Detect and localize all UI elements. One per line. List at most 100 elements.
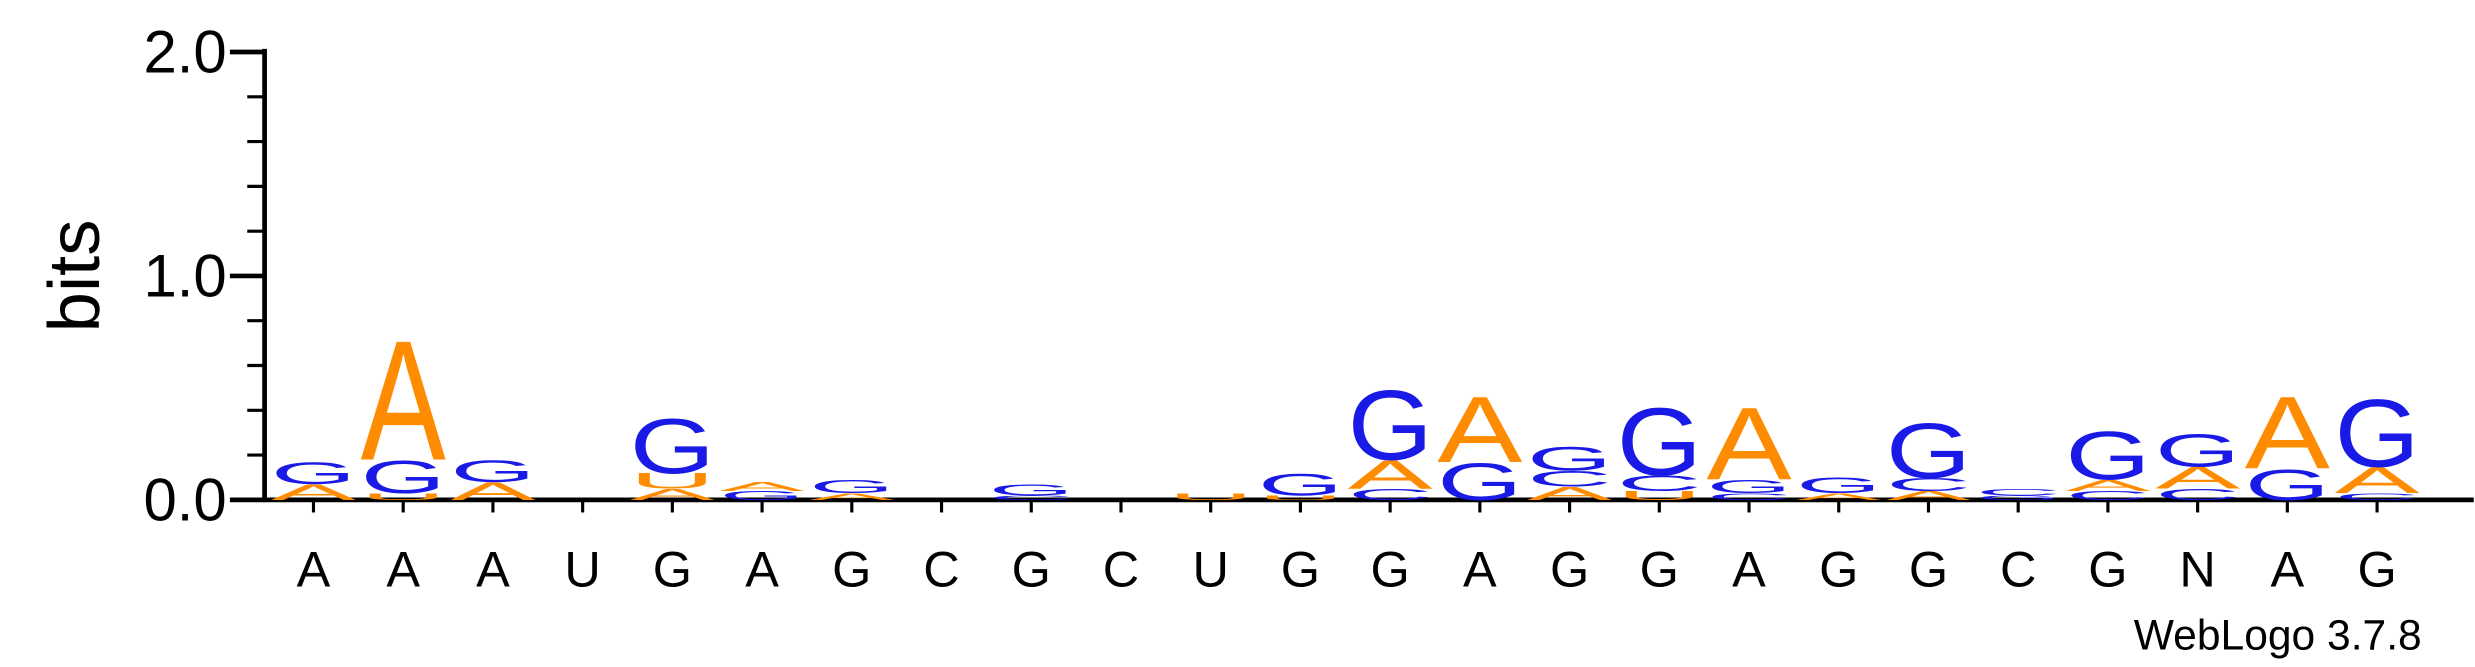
logo-letter: C bbox=[1617, 471, 1702, 495]
x-tick-label: G bbox=[653, 541, 692, 598]
x-tick-label: G bbox=[2088, 541, 2127, 598]
logo-letter: G bbox=[1796, 473, 1881, 497]
logo-letter: A bbox=[1706, 388, 1791, 502]
logo-letter: C bbox=[1527, 467, 1612, 491]
x-tick-label: A bbox=[1732, 541, 1766, 598]
logo-letter: G bbox=[1348, 370, 1433, 481]
logo-letter-group: G bbox=[1258, 467, 1343, 502]
x-tick-label: C bbox=[923, 541, 959, 598]
logo-letter-group: A bbox=[809, 491, 895, 501]
logo-letter: C bbox=[1886, 474, 1971, 495]
logo-letter-group: G bbox=[1617, 388, 1702, 496]
logo-letter: A bbox=[1348, 452, 1433, 497]
logo-letter-group: A bbox=[361, 305, 446, 496]
logo-letter: G bbox=[1258, 467, 1343, 502]
logo-letter-group: A bbox=[2335, 460, 2421, 502]
y-axis-label: bits bbox=[34, 220, 115, 333]
logo-letter-group: G bbox=[2065, 418, 2150, 495]
logo-letter-group: A bbox=[720, 480, 806, 494]
logo-letter: C bbox=[989, 494, 1074, 501]
y-tick-label: 2.0 bbox=[143, 19, 226, 86]
logo-letter-group: U bbox=[630, 469, 715, 493]
logo-letter: A bbox=[809, 491, 895, 501]
logo-letter-group: C bbox=[2155, 486, 2240, 503]
logo-letter-group: G bbox=[1527, 440, 1612, 478]
x-tick-label: A bbox=[2271, 541, 2305, 598]
x-tick-label: G bbox=[2357, 541, 2396, 598]
logo-letter-group: G bbox=[271, 456, 356, 491]
x-tick-label: G bbox=[832, 541, 871, 598]
logo-letter-group: A bbox=[1796, 491, 1882, 501]
logo-letter: A bbox=[630, 486, 715, 503]
logo-letter-group: G bbox=[1706, 476, 1791, 497]
logo-letter-group: C bbox=[1527, 467, 1612, 491]
x-tick-label: G bbox=[1819, 541, 1858, 598]
logo-letter-group: A bbox=[630, 486, 715, 503]
x-tick-label: G bbox=[1012, 541, 1051, 598]
logo-letter: G bbox=[271, 456, 356, 491]
logo-letter-group: C bbox=[989, 494, 1074, 501]
logo-letter-group: G bbox=[630, 403, 715, 490]
logo-letter-group: G bbox=[2335, 379, 2420, 487]
logo-letter: G bbox=[2335, 379, 2420, 487]
logo-letter-group: C bbox=[1348, 486, 1433, 503]
x-tick-label: G bbox=[1640, 541, 1679, 598]
x-tick-label: A bbox=[745, 541, 779, 598]
logo-letter-group: C bbox=[1617, 471, 1702, 495]
x-tick-label: C bbox=[2000, 541, 2036, 598]
logo-letter-group: G bbox=[1796, 473, 1881, 497]
logo-letter: U bbox=[630, 469, 715, 493]
logo-letter: A bbox=[2245, 377, 2330, 491]
logo-letter-group: G bbox=[2155, 424, 2240, 476]
logo-letter: A bbox=[2335, 460, 2421, 502]
logo-letter-group: C bbox=[2335, 491, 2420, 501]
logo-letter-group: A bbox=[271, 480, 356, 504]
logo-letter: G bbox=[2155, 424, 2240, 476]
logo-letter: A bbox=[450, 477, 536, 505]
logo-letter-group: G bbox=[809, 476, 894, 497]
y-tick-label: 1.0 bbox=[143, 242, 226, 309]
x-tick-label: G bbox=[1281, 541, 1320, 598]
logo-letter: U bbox=[1617, 489, 1702, 503]
logo-letter: G bbox=[361, 451, 446, 503]
logo-letter: U bbox=[1168, 491, 1253, 501]
logo-letter-group: C bbox=[1976, 487, 2061, 497]
logo-letter-group: C bbox=[1886, 474, 1971, 495]
logo-letter: G bbox=[989, 481, 1074, 498]
logo-letter-group: U bbox=[1258, 494, 1343, 501]
x-tick-label: G bbox=[1550, 541, 1589, 598]
logo-letter-group: G bbox=[720, 489, 805, 503]
logo-letter: G bbox=[630, 403, 715, 490]
logo-letter: G bbox=[720, 489, 805, 503]
x-tick-label: G bbox=[1371, 541, 1410, 598]
logo-letter-group: C bbox=[2065, 489, 2150, 503]
logo-letter-group: C bbox=[1706, 491, 1791, 501]
x-tick-label: A bbox=[386, 541, 420, 598]
logo-letter: A bbox=[720, 480, 806, 494]
logo-letter: C bbox=[2065, 489, 2150, 503]
logo-letter: C bbox=[1706, 491, 1791, 501]
logo-letter-group: G bbox=[361, 451, 446, 503]
logo-letter: A bbox=[1796, 491, 1882, 501]
logo-letter: U bbox=[1258, 494, 1343, 501]
logo-letter-group: G bbox=[1886, 407, 1971, 494]
logo-letter: G bbox=[1527, 440, 1612, 478]
logo-letter: A bbox=[1527, 483, 1612, 504]
logo-letter: G bbox=[1617, 388, 1702, 496]
logo-letter: A bbox=[271, 480, 356, 504]
logo-letter-group: A bbox=[1886, 489, 1972, 503]
x-tick-label: C bbox=[1103, 541, 1139, 598]
logo-letter-group: A bbox=[450, 477, 536, 505]
logo-letter-group: U bbox=[361, 491, 446, 501]
logo-letter: G bbox=[809, 476, 894, 497]
x-tick-label: N bbox=[2179, 541, 2215, 598]
logo-letter: A bbox=[1437, 378, 1523, 482]
x-tick-label: A bbox=[476, 541, 510, 598]
logo-letter-group: G bbox=[1437, 452, 1522, 511]
logo-letter-group: G bbox=[450, 454, 535, 489]
logo-letter: C bbox=[2155, 486, 2240, 503]
logo-letter: C bbox=[2335, 491, 2420, 501]
logo-letter: A bbox=[1886, 489, 1972, 503]
x-tick-label: A bbox=[1463, 541, 1497, 598]
